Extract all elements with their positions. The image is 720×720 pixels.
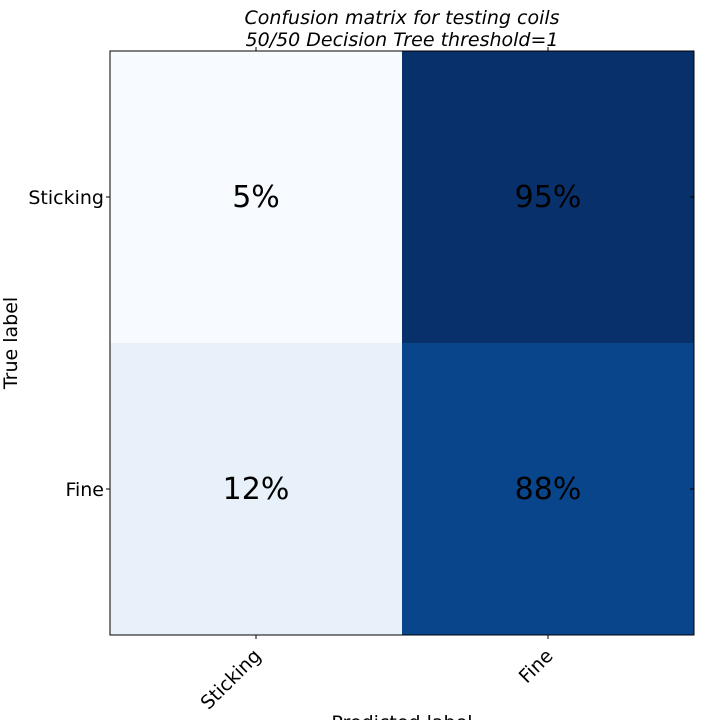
heatmap-cell-r1-c1 [402,343,694,635]
y-tick-label-0: Sticking [28,187,104,209]
x-tick-label-1: Fine [515,645,558,688]
heatmap-cell-r0-c1 [402,51,694,343]
chart-title: Confusion matrix for testing coils [244,7,559,29]
heatmap-cells [110,51,694,635]
cell-label-r0-c0: 5% [232,180,280,215]
x-axis-label: Predicted label [331,712,472,720]
axis-ticks [106,47,694,639]
heatmap-cell-r1-c0 [110,343,402,635]
x-tick-label-0: Sticking [197,645,266,714]
heatmap-cell-labels: 5% 95% 12% 88% [223,180,582,507]
plot-frame [109,50,695,636]
cell-label-r1-c0: 12% [223,472,290,507]
heatmap-cell-r0-c0 [110,51,402,343]
cell-label-r1-c1: 88% [515,472,582,507]
y-tick-labels: Sticking Fine [28,187,104,501]
y-tick-label-1: Fine [65,479,104,501]
x-tick-labels: Sticking Fine [197,645,558,714]
y-axis-label: True label [0,297,22,390]
chart-subtitle: 50/50 Decision Tree threshold=1 [246,29,559,51]
cell-label-r0-c1: 95% [515,180,582,215]
